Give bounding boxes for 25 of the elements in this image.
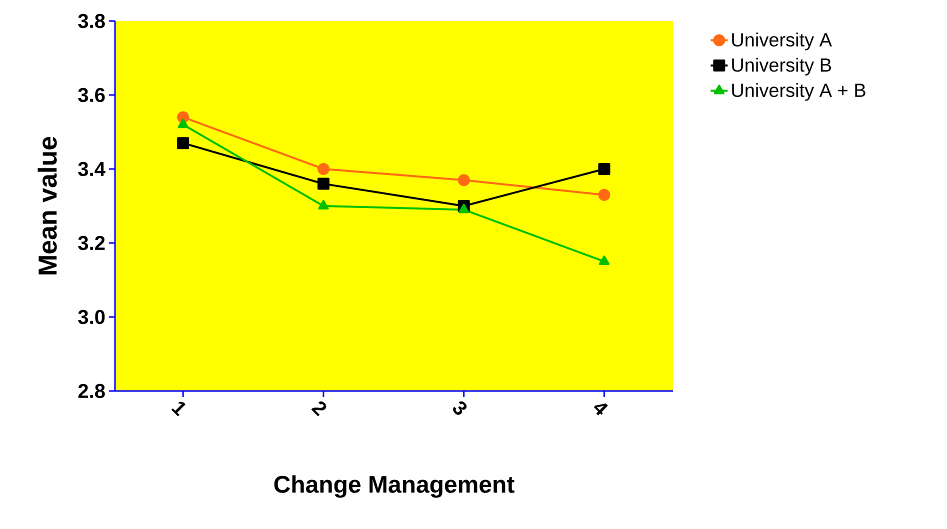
y-tick-label: 3.8 bbox=[78, 14, 105, 28]
x-tick-label: 3 bbox=[453, 401, 467, 415]
legend-label: University B bbox=[732, 58, 831, 76]
y-tick-label: 3.0 bbox=[78, 310, 105, 324]
x-tick-label: 2 bbox=[311, 401, 326, 416]
point bbox=[598, 162, 610, 175]
point bbox=[598, 255, 610, 265]
point bbox=[598, 188, 610, 201]
point bbox=[458, 174, 470, 186]
x-tick-label: 1 bbox=[171, 402, 186, 416]
legend-label: University A + B bbox=[732, 83, 866, 101]
point bbox=[458, 204, 470, 214]
point bbox=[318, 200, 329, 210]
point bbox=[177, 137, 190, 150]
point bbox=[178, 118, 188, 128]
y-axis-title: Mean value bbox=[38, 136, 57, 274]
point bbox=[317, 178, 330, 190]
point bbox=[317, 162, 330, 175]
y-tick-label: 2.8 bbox=[78, 384, 105, 398]
y-tick-label: 3.6 bbox=[78, 88, 105, 102]
x-tick-label: 4 bbox=[594, 403, 608, 416]
y-tick-label: 3.2 bbox=[78, 236, 105, 250]
x-axis-title: Change Management bbox=[274, 475, 514, 498]
y-tick-label: 3.4 bbox=[78, 162, 106, 176]
legend-label: University A bbox=[732, 32, 832, 50]
